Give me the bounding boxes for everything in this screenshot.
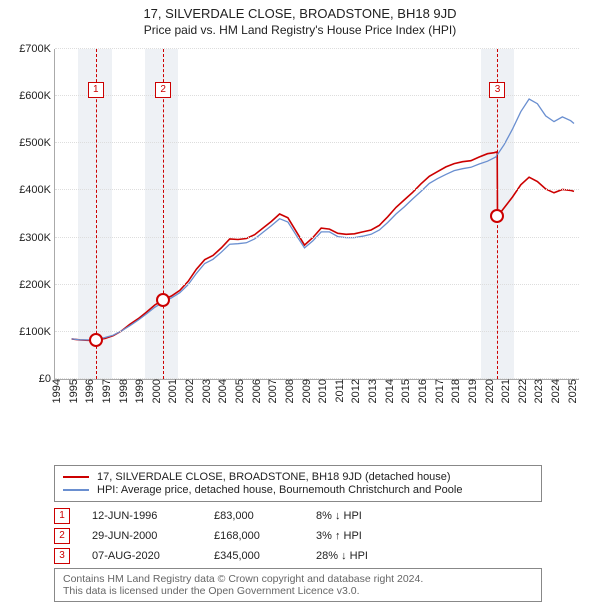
gridline-y <box>55 142 579 143</box>
x-axis-tick: 2009 <box>301 379 313 403</box>
gridline-y <box>55 331 579 332</box>
transaction-row: 1 12-JUN-1996 £83,000 8% ↓ HPI <box>54 508 594 524</box>
x-axis-tick: 2014 <box>384 379 396 403</box>
plot-area: £0£100K£200K£300K£400K£500K£600K£700K199… <box>54 49 579 380</box>
x-axis-tick: 1999 <box>134 379 146 403</box>
transaction-row: 2 29-JUN-2000 £168,000 3% ↑ HPI <box>54 528 594 544</box>
gridline-y <box>55 237 579 238</box>
price-chart: £0£100K£200K£300K£400K£500K£600K£700K199… <box>6 43 590 423</box>
x-axis-tick: 2012 <box>350 379 362 403</box>
transaction-marker-dot <box>156 293 170 307</box>
y-axis-tick: £200K <box>19 279 55 291</box>
gridline-y <box>55 189 579 190</box>
legend-label-hpi: HPI: Average price, detached house, Bour… <box>97 484 462 496</box>
transaction-marker-dot <box>490 209 504 223</box>
y-axis-tick: £600K <box>19 90 55 102</box>
transaction-number: 1 <box>54 508 70 524</box>
transaction-number: 3 <box>54 548 70 564</box>
x-axis-tick: 2004 <box>217 379 229 403</box>
x-axis-tick: 2006 <box>251 379 263 403</box>
legend-swatch-hpi <box>63 489 89 491</box>
transaction-date: 07-AUG-2020 <box>92 550 192 562</box>
gridline-y <box>55 284 579 285</box>
y-axis-tick: £700K <box>19 43 55 55</box>
x-axis-tick: 2003 <box>201 379 213 403</box>
event-vline <box>163 49 164 379</box>
x-axis-tick: 2018 <box>450 379 462 403</box>
transaction-price: £345,000 <box>214 550 294 562</box>
transaction-marker-label: 2 <box>155 82 171 98</box>
x-axis-tick: 2019 <box>467 379 479 403</box>
series-price_paid <box>72 152 574 340</box>
x-axis-tick: 2005 <box>234 379 246 403</box>
y-axis-tick: £400K <box>19 184 55 196</box>
legend-label-price-paid: 17, SILVERDALE CLOSE, BROADSTONE, BH18 9… <box>97 471 451 483</box>
x-axis-tick: 2007 <box>267 379 279 403</box>
x-axis-tick: 2001 <box>167 379 179 403</box>
legend-box: 17, SILVERDALE CLOSE, BROADSTONE, BH18 9… <box>54 465 542 502</box>
transaction-marker-label: 1 <box>88 82 104 98</box>
x-axis-tick: 2024 <box>550 379 562 403</box>
y-axis-tick: £500K <box>19 137 55 149</box>
transaction-marker-dot <box>89 333 103 347</box>
x-axis-tick: 2021 <box>500 379 512 403</box>
x-axis-tick: 2023 <box>533 379 545 403</box>
footer-attribution: Contains HM Land Registry data © Crown c… <box>54 568 542 602</box>
transaction-number: 2 <box>54 528 70 544</box>
x-axis-tick: 2022 <box>517 379 529 403</box>
x-axis-tick: 2010 <box>317 379 329 403</box>
x-axis-tick: 2025 <box>567 379 579 403</box>
x-axis-tick: 1998 <box>118 379 130 403</box>
page-subtitle: Price paid vs. HM Land Registry's House … <box>6 23 594 37</box>
transaction-date: 29-JUN-2000 <box>92 530 192 542</box>
x-axis-tick: 2011 <box>334 379 346 403</box>
transaction-hpi-delta: 28% ↓ HPI <box>316 550 368 562</box>
x-axis-tick: 1997 <box>101 379 113 403</box>
y-axis-tick: £300K <box>19 232 55 244</box>
gridline-y <box>55 48 579 49</box>
footer-line-1: Contains HM Land Registry data © Crown c… <box>63 573 533 585</box>
x-axis-tick: 2013 <box>367 379 379 403</box>
transaction-hpi-delta: 3% ↑ HPI <box>316 530 362 542</box>
x-axis-tick: 2015 <box>400 379 412 403</box>
y-axis-tick: £100K <box>19 326 55 338</box>
x-axis-tick: 2008 <box>284 379 296 403</box>
x-axis-tick: 1994 <box>51 379 63 403</box>
x-axis-tick: 2000 <box>151 379 163 403</box>
legend-row-price-paid: 17, SILVERDALE CLOSE, BROADSTONE, BH18 9… <box>63 471 533 483</box>
transaction-hpi-delta: 8% ↓ HPI <box>316 510 362 522</box>
page-title: 17, SILVERDALE CLOSE, BROADSTONE, BH18 9… <box>6 6 594 21</box>
transactions-list: 1 12-JUN-1996 £83,000 8% ↓ HPI 2 29-JUN-2000 £… <box>54 508 594 564</box>
x-axis-tick: 1995 <box>68 379 80 403</box>
x-axis-tick: 2016 <box>417 379 429 403</box>
transaction-date: 12-JUN-1996 <box>92 510 192 522</box>
x-axis-tick: 2002 <box>184 379 196 403</box>
x-axis-tick: 1996 <box>84 379 96 403</box>
transaction-marker-label: 3 <box>489 82 505 98</box>
x-axis-tick: 2017 <box>434 379 446 403</box>
x-axis-tick: 2020 <box>484 379 496 403</box>
transaction-price: £83,000 <box>214 510 294 522</box>
legend-swatch-price-paid <box>63 476 89 478</box>
legend-row-hpi: HPI: Average price, detached house, Bour… <box>63 484 533 496</box>
event-vline <box>96 49 97 379</box>
footer-line-2: This data is licensed under the Open Gov… <box>63 585 533 597</box>
transaction-price: £168,000 <box>214 530 294 542</box>
transaction-row: 3 07-AUG-2020 £345,000 28% ↓ HPI <box>54 548 594 564</box>
